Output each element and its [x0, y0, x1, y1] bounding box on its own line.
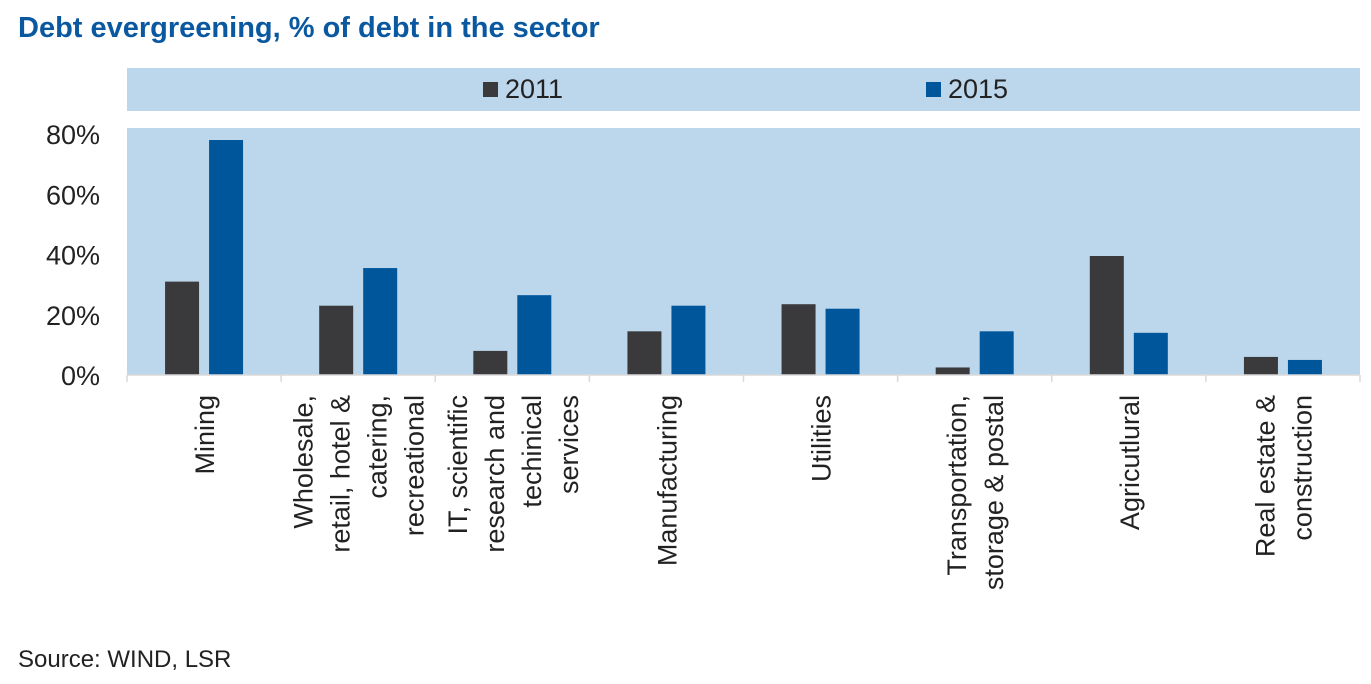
bar-2011	[935, 367, 970, 375]
source-note: Source: WIND, LSR	[18, 646, 232, 673]
bar-2011	[1243, 356, 1278, 375]
category-label: Agricutlural	[1115, 395, 1145, 530]
category-label: catering,	[363, 395, 393, 499]
bar-2011	[165, 281, 200, 375]
bar-2011	[1089, 256, 1124, 375]
y-tick-label: 40%	[46, 241, 100, 271]
y-tick-label: 0%	[61, 361, 100, 391]
legend: 2011 2015	[127, 68, 1360, 111]
category-label: storage & postal	[979, 395, 1009, 590]
category-label: Mining	[190, 395, 220, 475]
plot-area	[127, 128, 1360, 375]
bar-2015	[517, 295, 552, 375]
bar-2015	[671, 305, 706, 375]
category-label: Manufacturing	[652, 395, 682, 566]
chart-title: Debt evergreening, % of debt in the sect…	[18, 12, 600, 44]
category-label: IT, scientific	[443, 395, 473, 535]
category-label: construction	[1287, 395, 1317, 541]
y-tick-label: 60%	[46, 180, 100, 210]
category-label: Transportation,	[942, 395, 972, 576]
legend-item-2015: 2015	[926, 74, 1008, 105]
legend-label-2015: 2015	[948, 74, 1009, 104]
category-label: Utilities	[807, 395, 837, 482]
legend-swatch-2011	[483, 82, 498, 97]
y-tick-label: 20%	[46, 301, 100, 331]
category-label: retail, hotel &	[326, 395, 356, 553]
category-label: techinical	[517, 395, 547, 508]
bar-2011	[319, 305, 354, 375]
bar-2015	[209, 140, 244, 375]
legend-swatch-2015	[926, 82, 941, 97]
bar-2015	[979, 331, 1014, 375]
category-label: services	[554, 395, 584, 494]
category-label: recreational	[400, 395, 430, 536]
y-tick-label: 80%	[46, 120, 100, 150]
category-label: Wholesale,	[289, 395, 319, 529]
legend-label-2011: 2011	[505, 74, 564, 104]
bar-chart: 0% 20% 40% 60% 80% Mining Wholesale, retail, ho…	[46, 120, 1361, 590]
bar-2011	[473, 350, 508, 375]
legend-item-2011: 2011	[483, 74, 563, 105]
bar-2015	[363, 268, 398, 375]
bar-2011	[627, 331, 662, 375]
bar-2015	[1133, 332, 1168, 375]
bar-2015	[1287, 359, 1322, 375]
category-label: Real estate &	[1250, 395, 1280, 557]
category-label: research and	[480, 395, 510, 553]
bar-2011	[781, 304, 816, 375]
bar-2015	[825, 308, 860, 375]
